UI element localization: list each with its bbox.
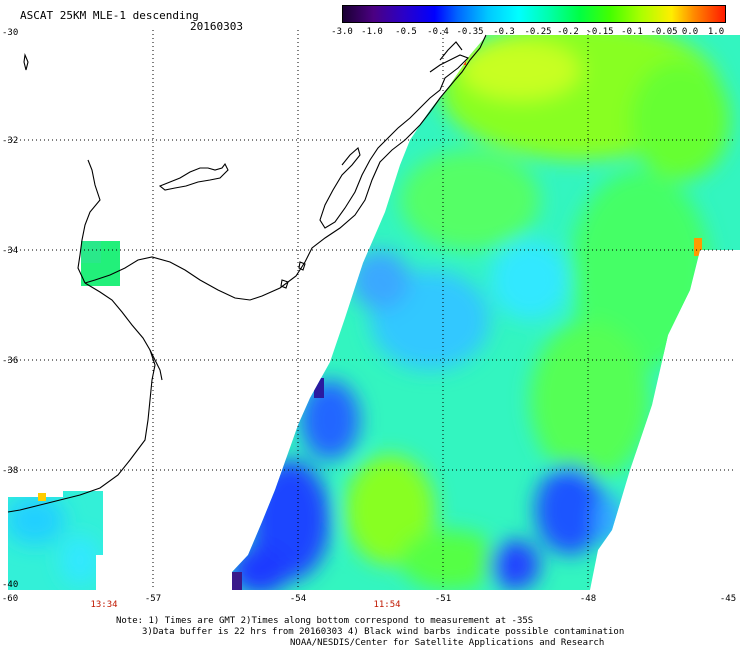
colorbar-label: -3.0	[331, 27, 353, 37]
colorbar-label: -0.3	[493, 27, 515, 37]
colorbar-label: -0.35	[456, 27, 484, 37]
lon-label: -51	[434, 594, 452, 604]
lat-label: -30	[2, 28, 19, 38]
lon-label: -54	[289, 594, 307, 604]
note-line-3: NOAA/NESDIS/Center for Satellite Applica…	[290, 638, 605, 648]
time-label: 13:34	[90, 600, 118, 610]
gridlines	[8, 30, 735, 590]
colorbar-label: -0.1	[621, 27, 643, 37]
colorbar-label: 1.0	[707, 27, 725, 37]
time-label: 11:54	[373, 600, 401, 610]
colorbar-label: -0.05	[650, 27, 678, 37]
note-line-2: 3)Data buffer is 22 hrs from 20160303 4)…	[142, 627, 625, 637]
lat-label: -38	[2, 466, 19, 476]
map-date: 20160303	[190, 20, 243, 33]
lat-label: -36	[2, 356, 19, 366]
lon-label: -57	[144, 594, 162, 604]
colorbar-label: -0.15	[586, 27, 614, 37]
lat-label: -40	[2, 580, 19, 590]
colorbar-label: -0.5	[395, 27, 417, 37]
lat-label: -32	[2, 136, 19, 146]
colorbar-label: -1.0	[361, 27, 383, 37]
lat-label: -34	[2, 246, 19, 256]
colorbar-label: -0.4	[427, 27, 449, 37]
colorbar-label: 0.0	[681, 27, 699, 37]
swath-patch	[81, 241, 120, 286]
lon-label: -45	[719, 594, 737, 604]
colorbar-label: -0.2	[557, 27, 579, 37]
lon-label: -48	[579, 594, 597, 604]
swath-patch-southwest	[8, 485, 103, 590]
colorbar-label: -0.25	[524, 27, 552, 37]
note-line-1: Note: 1) Times are GMT 2)Times along bot…	[116, 616, 534, 626]
colorbar	[342, 5, 726, 23]
swath-data	[232, 35, 740, 590]
lon-label: -60	[1, 594, 19, 604]
map-title: ASCAT 25KM MLE-1 descending	[20, 9, 199, 22]
